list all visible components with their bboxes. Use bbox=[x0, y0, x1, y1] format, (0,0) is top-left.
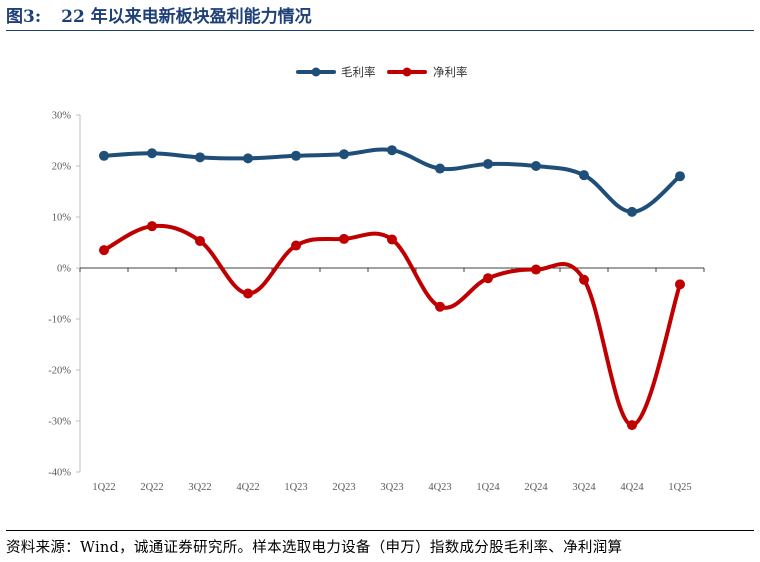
x-tick-label: 3Q22 bbox=[188, 482, 211, 493]
figure-label: 图3: bbox=[6, 7, 42, 27]
series-line-1 bbox=[102, 147, 682, 214]
x-tick-label: 1Q24 bbox=[476, 482, 500, 493]
source-note: 资料来源：Wind，诚通证券研究所。样本选取电力设备（申万）指数成分股毛利率、净… bbox=[6, 540, 623, 556]
x-tick-label: 4Q24 bbox=[620, 482, 644, 493]
series-1-point bbox=[627, 206, 637, 217]
x-tick-label: 4Q22 bbox=[236, 482, 259, 493]
source-rule bbox=[6, 530, 754, 531]
series-2-point bbox=[147, 221, 157, 232]
series-2-point bbox=[675, 279, 685, 290]
series-1-point bbox=[435, 163, 445, 174]
series-1-point bbox=[99, 150, 109, 161]
legend-label-2: 净利率 bbox=[433, 65, 468, 79]
series-2-point bbox=[195, 235, 205, 246]
x-tick-label: 1Q23 bbox=[284, 482, 307, 493]
legend-marker-1 bbox=[311, 67, 321, 77]
x-tick-label: 4Q23 bbox=[428, 482, 451, 493]
series-line-2 bbox=[102, 223, 682, 428]
legend-marker-2 bbox=[402, 67, 412, 77]
x-tick-label: 2Q22 bbox=[140, 482, 163, 493]
line-chart: 30% 20% 10% 0% -10% -20% -30% -40% 1Q22 2Q22 3Q22 4… bbox=[48, 65, 705, 493]
y-tick-label: 30% bbox=[52, 111, 72, 122]
series-2-point bbox=[531, 264, 541, 275]
x-tick-label: 1Q25 bbox=[668, 482, 691, 493]
title-rule bbox=[6, 30, 754, 31]
y-tick-label: 0% bbox=[57, 264, 71, 275]
y-tick-label: -20% bbox=[48, 366, 71, 377]
x-tick-label: 2Q24 bbox=[524, 482, 548, 493]
series-1-point bbox=[387, 145, 397, 156]
series-1-point bbox=[195, 152, 205, 163]
series-1-point bbox=[675, 171, 685, 182]
y-tick-label: 20% bbox=[52, 162, 72, 173]
x-tick-label: 1Q22 bbox=[92, 482, 115, 493]
figure-title-text: 22 年以来电新板块盈利能力情况 bbox=[61, 7, 312, 27]
y-tick-label: -10% bbox=[48, 315, 71, 326]
figure-title: 图3: 22 年以来电新板块盈利能力情况 bbox=[6, 4, 754, 30]
y-tick-label: -40% bbox=[48, 468, 71, 479]
series-2-point bbox=[435, 301, 445, 312]
series-1-point bbox=[243, 153, 253, 164]
x-tick-label: 3Q24 bbox=[572, 482, 596, 493]
y-tick-label: 10% bbox=[52, 213, 72, 224]
series-2-point bbox=[291, 240, 301, 251]
series-2-point bbox=[99, 245, 109, 256]
series-1-point bbox=[579, 170, 589, 181]
series-2-point bbox=[339, 233, 349, 244]
series-2-point bbox=[579, 274, 589, 285]
series-2-point bbox=[243, 288, 253, 299]
series-1-point bbox=[531, 161, 541, 171]
legend-label-1: 毛利率 bbox=[341, 65, 376, 79]
series-1-point bbox=[291, 150, 301, 161]
series-2-point bbox=[627, 420, 637, 431]
series-1-point bbox=[483, 158, 493, 169]
x-tick-label: 3Q23 bbox=[380, 482, 403, 493]
series-2-point bbox=[387, 234, 397, 245]
series-2-point bbox=[483, 273, 493, 284]
x-tick-label: 2Q23 bbox=[332, 482, 355, 493]
y-tick-label: -30% bbox=[48, 417, 71, 428]
series-1-point bbox=[339, 149, 349, 160]
series-1-point bbox=[147, 148, 157, 159]
